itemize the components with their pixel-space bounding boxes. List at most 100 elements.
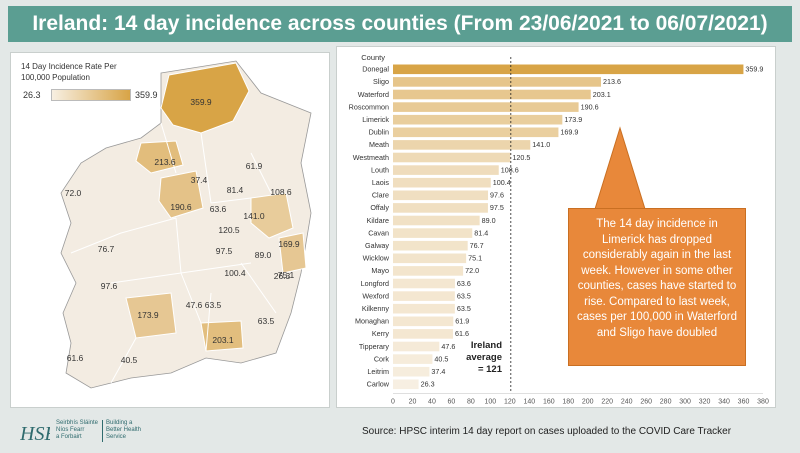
x-tick-label: 80 <box>467 399 475 406</box>
source-note: Source: HPSC interim 14 day report on ca… <box>362 426 732 437</box>
category-label: Laois <box>372 178 390 187</box>
callout-box: The 14 day incidence in Limerick has dro… <box>568 208 746 366</box>
x-tick-label: 360 <box>738 399 750 406</box>
bar <box>393 127 559 138</box>
x-tick-label: 40 <box>428 399 436 406</box>
value-label: 63.6 <box>457 279 471 288</box>
hse-org-irish: Seirbhís Sláinte Níos Fearr a Forbairt <box>56 420 99 440</box>
category-label: Carlow <box>367 380 390 389</box>
category-label: Clare <box>372 191 389 200</box>
hse-divider <box>102 420 103 442</box>
bar <box>393 203 488 213</box>
category-label: Meath <box>369 140 389 149</box>
map-value-label: 97.6 <box>101 281 118 291</box>
value-label: 75.1 <box>468 254 482 263</box>
category-label: Waterford <box>358 90 389 99</box>
value-label: 63.5 <box>457 291 471 300</box>
value-label: 120.5 <box>512 153 530 162</box>
x-tick-label: 340 <box>718 399 730 406</box>
ireland-average-label: Ireland average = 121 <box>466 340 502 375</box>
map-value-label: 173.9 <box>137 310 159 320</box>
map-value-label: 203.1 <box>212 335 234 345</box>
map-panel: 14 Day Incidence Rate Per 100,000 Popula… <box>10 52 330 408</box>
category-label: Sligo <box>373 77 389 86</box>
value-label: 76.7 <box>470 241 484 250</box>
bar <box>393 89 591 100</box>
value-label: 81.4 <box>474 228 488 237</box>
map-value-label: 63.6 <box>210 204 227 214</box>
category-label: Donegal <box>362 65 389 74</box>
map-value-label: 63.5 <box>258 316 275 326</box>
bar <box>393 102 579 112</box>
category-label: Offaly <box>370 203 389 212</box>
legend-title: 14 Day Incidence Rate Per 100,000 Popula… <box>21 62 117 82</box>
bar <box>393 190 489 201</box>
value-label: 108.6 <box>501 165 519 174</box>
category-label: Limerick <box>362 115 389 124</box>
hse-logo-icon: HSE <box>20 423 50 445</box>
category-label: Mayo <box>371 266 389 275</box>
x-tick-label: 100 <box>485 399 497 406</box>
map-value-label: 61.9 <box>246 161 263 171</box>
value-label: 26.3 <box>421 380 435 389</box>
value-label: 359.9 <box>745 65 763 74</box>
map-value-label: 120.5 <box>218 225 240 235</box>
map-value-label: 37.4 <box>191 175 208 185</box>
category-label: Kerry <box>372 329 390 338</box>
bar <box>393 366 430 377</box>
x-tick-label: 380 <box>757 399 769 406</box>
bar <box>393 341 440 352</box>
category-label: Wexford <box>362 291 389 300</box>
map-value-label: 89.0 <box>255 250 272 260</box>
bar <box>393 329 453 339</box>
category-label: Leitrim <box>367 367 389 376</box>
map-value-label: 75.1 <box>278 270 295 280</box>
x-tick-label: 60 <box>448 399 456 406</box>
bar <box>393 316 454 327</box>
x-tick-label: 240 <box>621 399 633 406</box>
category-label: Tipperary <box>359 342 389 351</box>
value-label: 100.4 <box>493 178 511 187</box>
value-label: 190.6 <box>581 102 599 111</box>
x-tick-label: 180 <box>562 399 574 406</box>
map-value-label: 81.4 <box>227 185 244 195</box>
map-value-label: 190.6 <box>170 202 192 212</box>
category-label: Cavan <box>368 228 389 237</box>
category-label: Dublin <box>369 128 389 137</box>
x-tick-label: 220 <box>601 399 613 406</box>
bar <box>393 215 480 226</box>
map-value-label: 76.7 <box>98 244 115 254</box>
bar <box>393 177 491 188</box>
x-tick-label: 160 <box>543 399 555 406</box>
value-label: 213.6 <box>603 77 621 86</box>
bar <box>393 228 473 238</box>
category-label: Westmeath <box>353 153 389 162</box>
x-tick-label: 140 <box>523 399 535 406</box>
map-value-label: 141.0 <box>243 211 265 221</box>
value-label: 203.1 <box>593 90 611 99</box>
bar <box>393 379 419 390</box>
bar <box>393 266 464 276</box>
bar <box>393 140 531 150</box>
x-tick-label: 20 <box>409 399 417 406</box>
bar <box>393 77 601 87</box>
value-label: 173.9 <box>564 115 582 124</box>
bar <box>393 64 744 75</box>
x-tick-label: 120 <box>504 399 516 406</box>
map-value-label: 213.6 <box>154 157 176 167</box>
value-label: 61.6 <box>455 329 469 338</box>
bar <box>393 240 468 251</box>
bar <box>393 165 499 175</box>
bar <box>393 303 455 314</box>
category-label: Louth <box>371 165 389 174</box>
category-label: Longford <box>361 279 389 288</box>
map-value-label: 169.9 <box>278 239 300 249</box>
bar <box>393 354 433 364</box>
bar <box>393 253 467 264</box>
map-value-label: 63.5 <box>205 300 222 310</box>
category-label: Wicklow <box>363 254 390 263</box>
x-tick-label: 320 <box>699 399 711 406</box>
value-label: 169.9 <box>560 128 578 137</box>
value-label: 61.9 <box>455 317 469 326</box>
